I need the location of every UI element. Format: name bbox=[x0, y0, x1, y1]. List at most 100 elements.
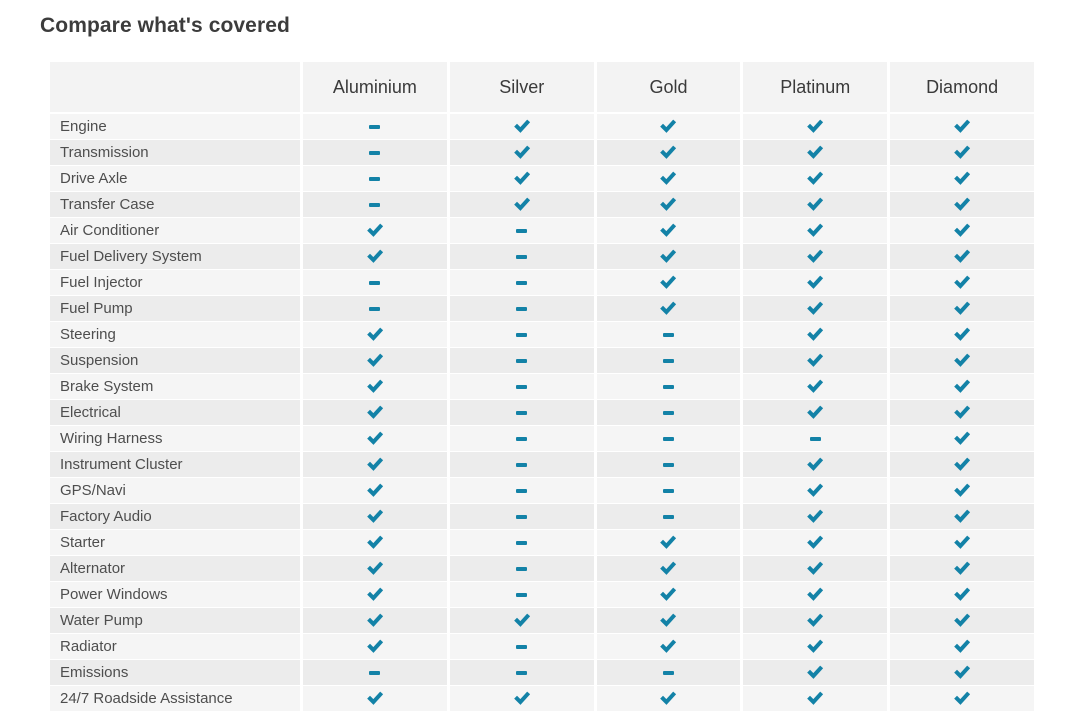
coverage-cell bbox=[596, 452, 741, 477]
dash-icon bbox=[662, 514, 674, 519]
plan-column-header: Diamond bbox=[890, 62, 1034, 112]
dash-icon bbox=[516, 540, 528, 545]
check-icon bbox=[954, 561, 971, 575]
coverage-cell bbox=[890, 140, 1034, 165]
check-icon bbox=[807, 353, 824, 367]
row-label: Fuel Pump bbox=[50, 296, 300, 321]
coverage-cell bbox=[596, 608, 741, 633]
coverage-cell bbox=[596, 426, 741, 451]
check-icon bbox=[367, 639, 383, 653]
coverage-cell bbox=[890, 400, 1034, 425]
coverage-cell bbox=[596, 322, 741, 347]
coverage-cell bbox=[743, 582, 888, 607]
dash-icon bbox=[516, 436, 528, 441]
coverage-cell bbox=[596, 218, 741, 243]
dash-icon bbox=[516, 254, 528, 259]
check-icon bbox=[660, 197, 677, 211]
check-icon bbox=[807, 119, 824, 133]
coverage-cell bbox=[743, 192, 888, 217]
coverage-cell bbox=[890, 556, 1034, 581]
coverage-cell bbox=[449, 244, 594, 269]
check-icon bbox=[954, 223, 971, 237]
dash-icon bbox=[662, 670, 674, 675]
dash-icon bbox=[516, 462, 528, 467]
row-label: Air Conditioner bbox=[50, 218, 300, 243]
table-row: Emissions bbox=[50, 660, 1034, 685]
coverage-cell bbox=[303, 270, 447, 295]
coverage-cell bbox=[743, 166, 888, 191]
coverage-cell bbox=[303, 478, 447, 503]
check-icon bbox=[807, 301, 824, 315]
coverage-cell bbox=[743, 114, 888, 139]
check-icon bbox=[954, 613, 971, 627]
dash-icon bbox=[516, 592, 528, 597]
coverage-cell bbox=[743, 270, 888, 295]
coverage-cell bbox=[449, 114, 594, 139]
dash-icon bbox=[662, 488, 674, 493]
check-icon bbox=[513, 691, 530, 705]
coverage-cell bbox=[303, 166, 447, 191]
check-icon bbox=[954, 535, 971, 549]
coverage-cell bbox=[596, 634, 741, 659]
table-row: Drive Axle bbox=[50, 166, 1034, 191]
table-row: Brake System bbox=[50, 374, 1034, 399]
coverage-cell bbox=[449, 660, 594, 685]
check-icon bbox=[954, 171, 971, 185]
row-label: Suspension bbox=[50, 348, 300, 373]
table-body: Engine Transmission Drive Axle Transfer Cas… bbox=[50, 114, 1034, 711]
coverage-cell bbox=[303, 140, 447, 165]
coverage-cell bbox=[743, 452, 888, 477]
check-icon bbox=[367, 587, 383, 601]
check-icon bbox=[660, 535, 677, 549]
coverage-cell bbox=[890, 244, 1034, 269]
coverage-cell bbox=[449, 426, 594, 451]
table-row: GPS/Navi bbox=[50, 478, 1034, 503]
coverage-cell bbox=[890, 270, 1034, 295]
check-icon bbox=[367, 353, 383, 367]
check-icon bbox=[807, 249, 824, 263]
check-icon bbox=[954, 691, 971, 705]
coverage-cell bbox=[596, 192, 741, 217]
coverage-cell bbox=[449, 608, 594, 633]
check-icon bbox=[367, 405, 383, 419]
coverage-cell bbox=[890, 634, 1034, 659]
dash-icon bbox=[662, 358, 674, 363]
check-icon bbox=[367, 327, 383, 341]
check-icon bbox=[954, 327, 971, 341]
coverage-cell bbox=[890, 660, 1034, 685]
dash-icon bbox=[516, 410, 528, 415]
row-label: Alternator bbox=[50, 556, 300, 581]
coverage-cell bbox=[743, 556, 888, 581]
check-icon bbox=[807, 561, 824, 575]
coverage-cell bbox=[596, 114, 741, 139]
page-title: Compare what's covered bbox=[40, 14, 290, 37]
check-icon bbox=[954, 353, 971, 367]
coverage-cell bbox=[449, 348, 594, 373]
coverage-cell bbox=[303, 400, 447, 425]
check-icon bbox=[660, 587, 677, 601]
coverage-cell bbox=[303, 686, 447, 711]
coverage-cell bbox=[303, 114, 447, 139]
coverage-cell bbox=[596, 582, 741, 607]
check-icon bbox=[807, 509, 824, 523]
coverage-cell bbox=[596, 140, 741, 165]
coverage-cell bbox=[890, 218, 1034, 243]
check-icon bbox=[660, 171, 677, 185]
check-icon bbox=[954, 249, 971, 263]
coverage-cell bbox=[449, 452, 594, 477]
coverage-cell bbox=[596, 478, 741, 503]
check-icon bbox=[367, 483, 383, 497]
check-icon bbox=[807, 223, 824, 237]
check-icon bbox=[807, 483, 824, 497]
check-icon bbox=[660, 145, 677, 159]
check-icon bbox=[513, 197, 530, 211]
check-icon bbox=[807, 665, 824, 679]
coverage-cell bbox=[890, 478, 1034, 503]
table-row: Fuel Delivery System bbox=[50, 244, 1034, 269]
coverage-cell bbox=[303, 218, 447, 243]
table-row: Fuel Pump bbox=[50, 296, 1034, 321]
coverage-cell bbox=[596, 556, 741, 581]
check-icon bbox=[660, 639, 677, 653]
coverage-cell bbox=[743, 660, 888, 685]
dash-icon bbox=[516, 514, 528, 519]
